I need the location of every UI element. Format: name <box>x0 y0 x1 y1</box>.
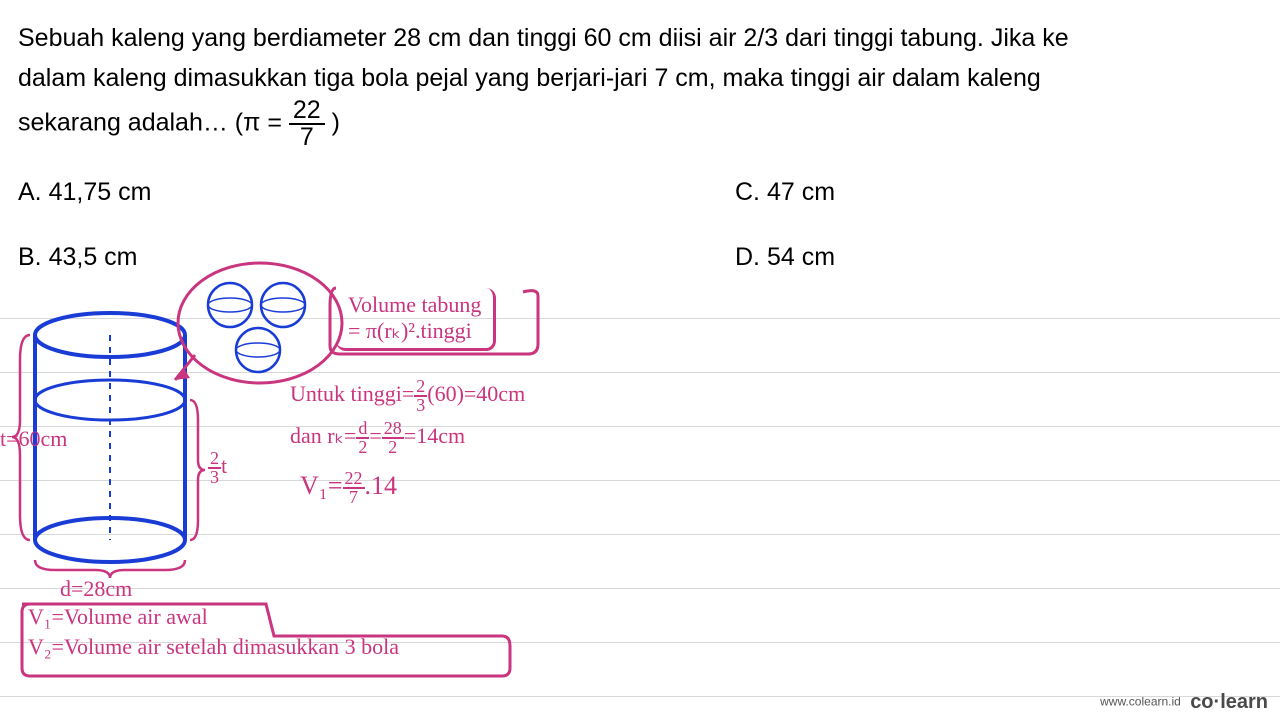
two-thirds-brace <box>190 400 205 540</box>
v1-den: 7 <box>343 489 365 506</box>
watermark-brand: co·learn <box>1190 691 1268 713</box>
balls-bubble <box>178 263 342 383</box>
untuk-tinggi-line: Untuk tinggi= 2 3 (60)=40cm <box>290 378 525 414</box>
pi-numerator: 22 <box>289 98 325 125</box>
watermark: www.colearn.id co·learn <box>1100 691 1268 714</box>
label-two-thirds-t: 2 3 t <box>208 450 227 486</box>
ruled-line <box>0 696 1280 697</box>
dan-d-den: 2 <box>356 439 369 456</box>
formula-box-stroke <box>328 286 548 358</box>
dan-mid: = <box>369 423 381 448</box>
ball-2 <box>261 283 305 327</box>
legend-box-border <box>16 600 516 680</box>
dan-28-den: 2 <box>382 439 404 456</box>
pi-fraction: 22 7 <box>289 98 325 150</box>
problem-line-2: dalam kaleng dimasukkan tiga bola pejal … <box>18 58 1262 98</box>
pi-denominator: 7 <box>289 125 325 150</box>
label-t-suffix: t <box>221 453 227 478</box>
problem-line3-suffix: ) <box>332 109 340 137</box>
frac-3: 3 <box>208 469 221 486</box>
problem-line3-prefix: sekarang adalah… (π = <box>18 109 289 137</box>
problem-statement: Sebuah kaleng yang berdiameter 28 cm dan… <box>18 18 1262 150</box>
label-t-height: t=60cm <box>0 426 67 452</box>
option-a: A. 41,75 cm <box>18 178 151 207</box>
ball-3-equator <box>236 343 280 357</box>
ball-2-equator <box>261 298 305 312</box>
untuk-prefix: Untuk tinggi= <box>290 381 414 406</box>
option-c: C. 47 cm <box>735 178 835 207</box>
problem-line-1: Sebuah kaleng yang berdiameter 28 cm dan… <box>18 18 1262 58</box>
ball-3 <box>236 328 280 372</box>
watermark-url: www.colearn.id <box>1100 695 1181 709</box>
label-diameter: d=28cm <box>60 576 132 602</box>
legend-box: V₁=Volume air awal V₂=Volume air setelah… <box>22 604 399 660</box>
v1-suffix: .14 <box>365 471 398 500</box>
dan-prefix: dan rₖ= <box>290 423 356 448</box>
ball-1 <box>208 283 252 327</box>
v1-prefix: V₁= <box>300 471 343 500</box>
dan-rk-line: dan rₖ= d 2 = 28 2 =14cm <box>290 420 465 456</box>
v1-calc-line: V₁= 22 7 .14 <box>300 470 397 506</box>
problem-line-3: sekarang adalah… (π = 22 7 ) <box>18 98 1262 150</box>
dan-suffix: =14cm <box>404 423 465 448</box>
untuk-den: 3 <box>414 397 427 414</box>
ball-1-equator <box>208 298 252 312</box>
option-d: D. 54 cm <box>735 243 835 272</box>
untuk-suffix: (60)=40cm <box>427 381 525 406</box>
